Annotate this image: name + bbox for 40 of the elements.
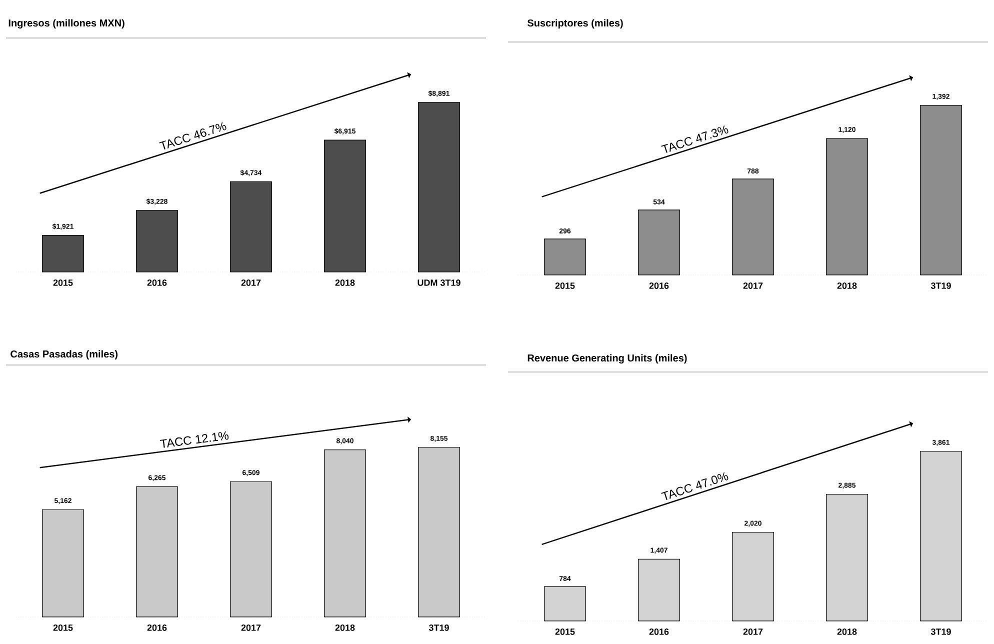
chart-title: Ingresos (millones MXN) — [8, 19, 124, 29]
annotation: TACC 46.7% — [159, 122, 226, 150]
x-tick-label: 3T19 — [930, 282, 951, 289]
x-tick-label: 2015 — [53, 280, 73, 286]
x-tick-label: 2018 — [335, 280, 355, 286]
bar — [732, 532, 774, 622]
bar — [230, 481, 272, 618]
bar — [230, 181, 272, 272]
x-tick-label: 3T19 — [428, 624, 449, 631]
bar — [42, 235, 84, 272]
annotation: TACC 47.0% — [661, 472, 728, 500]
x-tick-label: 3T19 — [930, 628, 951, 635]
x-tick-label: 2017 — [743, 628, 763, 635]
chart-title: Suscriptores (miles) — [527, 19, 623, 29]
bar — [638, 210, 680, 276]
chart-title: Revenue Generating Units (miles) — [528, 354, 687, 364]
bar — [324, 140, 366, 272]
bar — [544, 238, 586, 276]
x-tick-label: 2016 — [649, 628, 669, 635]
x-tick-label: 2015 — [53, 624, 73, 631]
x-tick-label: 2017 — [241, 280, 261, 286]
x-tick-label: 2018 — [837, 628, 857, 635]
x-tick-label: 2018 — [837, 282, 857, 289]
bar — [826, 138, 868, 276]
annotation: TACC 12.1% — [160, 431, 229, 448]
x-tick-label: 2016 — [147, 280, 167, 286]
bar — [732, 178, 774, 276]
x-tick-label: 2018 — [335, 624, 355, 631]
annotation: TACC 47.3% — [661, 125, 728, 153]
x-tick-label: 2016 — [147, 624, 167, 631]
bar — [136, 210, 178, 272]
x-tick-label: UDM 3T19 — [418, 280, 460, 286]
bar — [418, 102, 460, 272]
x-tick-label: 2017 — [743, 282, 763, 289]
bar — [920, 105, 962, 276]
chart-title: Casas Pasadas (miles) — [10, 350, 118, 360]
x-tick-label: 2015 — [555, 628, 575, 635]
x-tick-label: 2016 — [649, 282, 669, 289]
x-tick-label: 2017 — [241, 624, 261, 631]
x-tick-label: 2015 — [555, 282, 575, 289]
